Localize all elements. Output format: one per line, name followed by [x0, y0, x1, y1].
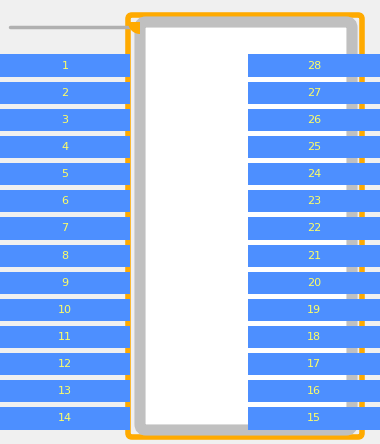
Text: 5: 5	[62, 169, 68, 179]
Bar	[248, 136, 380, 158]
Bar	[248, 326, 380, 348]
Text: 28: 28	[307, 60, 321, 71]
Text: 22: 22	[307, 223, 321, 234]
Text: 10: 10	[58, 305, 72, 315]
Text: 16: 16	[307, 386, 321, 396]
Bar	[0, 380, 130, 402]
Bar	[248, 407, 380, 429]
Bar	[0, 218, 130, 239]
Bar	[0, 55, 130, 77]
Bar	[0, 272, 130, 294]
Text: 3: 3	[62, 115, 68, 125]
Text: 18: 18	[307, 332, 321, 342]
Bar	[0, 326, 130, 348]
Text: 25: 25	[307, 142, 321, 152]
Text: 21: 21	[307, 250, 321, 261]
Bar	[248, 353, 380, 375]
Bar	[0, 353, 130, 375]
Bar	[248, 163, 380, 185]
Text: 26: 26	[307, 115, 321, 125]
Bar	[248, 55, 380, 77]
Bar	[0, 136, 130, 158]
Bar	[0, 190, 130, 212]
Bar	[248, 245, 380, 267]
Bar	[0, 245, 130, 267]
Bar	[0, 163, 130, 185]
Bar	[0, 299, 130, 321]
Bar	[248, 109, 380, 131]
Text: 14: 14	[58, 413, 72, 424]
Text: 1: 1	[62, 60, 68, 71]
Bar	[248, 82, 380, 104]
Text: 8: 8	[62, 250, 68, 261]
Text: 7: 7	[62, 223, 68, 234]
Text: 6: 6	[62, 196, 68, 206]
Text: 13: 13	[58, 386, 72, 396]
Text: 12: 12	[58, 359, 72, 369]
Bar	[0, 407, 130, 429]
Text: 23: 23	[307, 196, 321, 206]
Text: 11: 11	[58, 332, 72, 342]
Bar	[248, 218, 380, 239]
Text: 24: 24	[307, 169, 321, 179]
Bar	[0, 82, 130, 104]
Bar	[248, 272, 380, 294]
FancyBboxPatch shape	[140, 22, 352, 430]
Bar	[248, 299, 380, 321]
Bar	[248, 380, 380, 402]
Text: 27: 27	[307, 88, 321, 98]
Text: 17: 17	[307, 359, 321, 369]
Polygon shape	[128, 22, 140, 34]
Bar	[0, 109, 130, 131]
Text: 2: 2	[62, 88, 68, 98]
Bar	[248, 190, 380, 212]
Text: 9: 9	[62, 278, 68, 288]
Text: 20: 20	[307, 278, 321, 288]
Text: 15: 15	[307, 413, 321, 424]
Text: 4: 4	[62, 142, 68, 152]
Text: 19: 19	[307, 305, 321, 315]
